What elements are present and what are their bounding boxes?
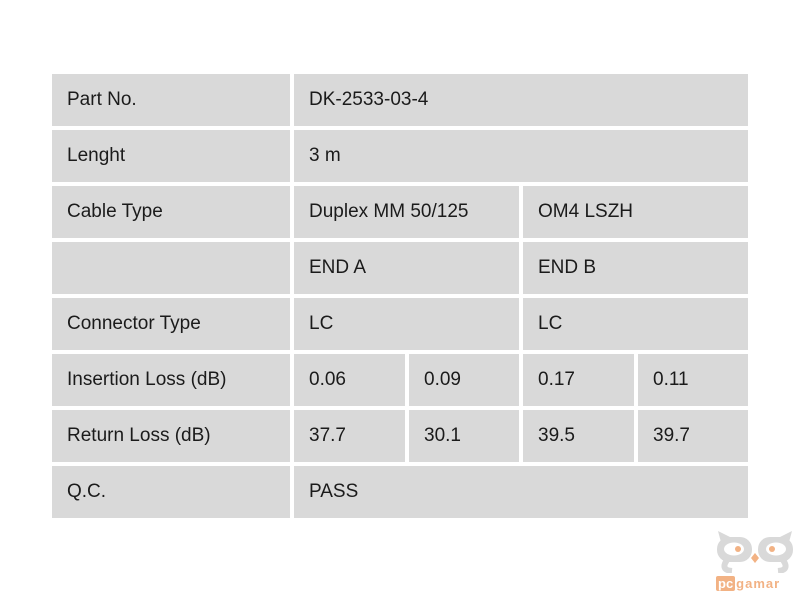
insertion-loss-end-a-2: 0.09: [409, 354, 519, 406]
spec-table: Part No. DK-2533-03-4 Lenght 3 m Cable T…: [48, 70, 752, 522]
connector-type-end-b: LC: [523, 298, 749, 350]
length-label: Lenght: [52, 130, 290, 182]
brand-prefix: pc: [716, 576, 736, 591]
return-loss-end-a-1: 37.7: [294, 410, 405, 462]
part-no-value: DK-2533-03-4: [294, 74, 749, 126]
return-loss-end-a-2: 30.1: [409, 410, 519, 462]
return-loss-end-b-2: 39.7: [638, 410, 749, 462]
end-headers-spacer-cell: [52, 242, 290, 294]
row-part-no: Part No. DK-2533-03-4: [52, 74, 749, 126]
pcgamar-watermark: pc gamar: [712, 531, 798, 591]
end-b-header: END B: [523, 242, 749, 294]
insertion-loss-end-a-1: 0.06: [294, 354, 405, 406]
insertion-loss-end-b-2: 0.11: [638, 354, 749, 406]
owl-gg-logo-icon: [717, 531, 793, 574]
row-qc: Q.C. PASS: [52, 466, 749, 518]
insertion-loss-label: Insertion Loss (dB): [52, 354, 290, 406]
row-insertion-loss: Insertion Loss (dB) 0.06 0.09 0.17 0.11: [52, 354, 749, 406]
qc-value: PASS: [294, 466, 749, 518]
cable-type-label: Cable Type: [52, 186, 290, 238]
connector-type-label: Connector Type: [52, 298, 290, 350]
insertion-loss-end-b-1: 0.17: [523, 354, 634, 406]
row-end-headers: END A END B: [52, 242, 749, 294]
end-a-header: END A: [294, 242, 519, 294]
return-loss-end-b-1: 39.5: [523, 410, 634, 462]
cable-type-value-1: Duplex MM 50/125: [294, 186, 519, 238]
length-value: 3 m: [294, 130, 749, 182]
row-return-loss: Return Loss (dB) 37.7 30.1 39.5 39.7: [52, 410, 749, 462]
row-connector-type: Connector Type LC LC: [52, 298, 749, 350]
part-no-label: Part No.: [52, 74, 290, 126]
connector-type-end-a: LC: [294, 298, 519, 350]
qc-label: Q.C.: [52, 466, 290, 518]
brand-suffix: gamar: [736, 576, 781, 591]
return-loss-label: Return Loss (dB): [52, 410, 290, 462]
row-cable-type: Cable Type Duplex MM 50/125 OM4 LSZH: [52, 186, 749, 238]
brand-text: pc gamar: [712, 576, 798, 591]
row-length: Lenght 3 m: [52, 130, 749, 182]
cable-type-value-2: OM4 LSZH: [523, 186, 749, 238]
